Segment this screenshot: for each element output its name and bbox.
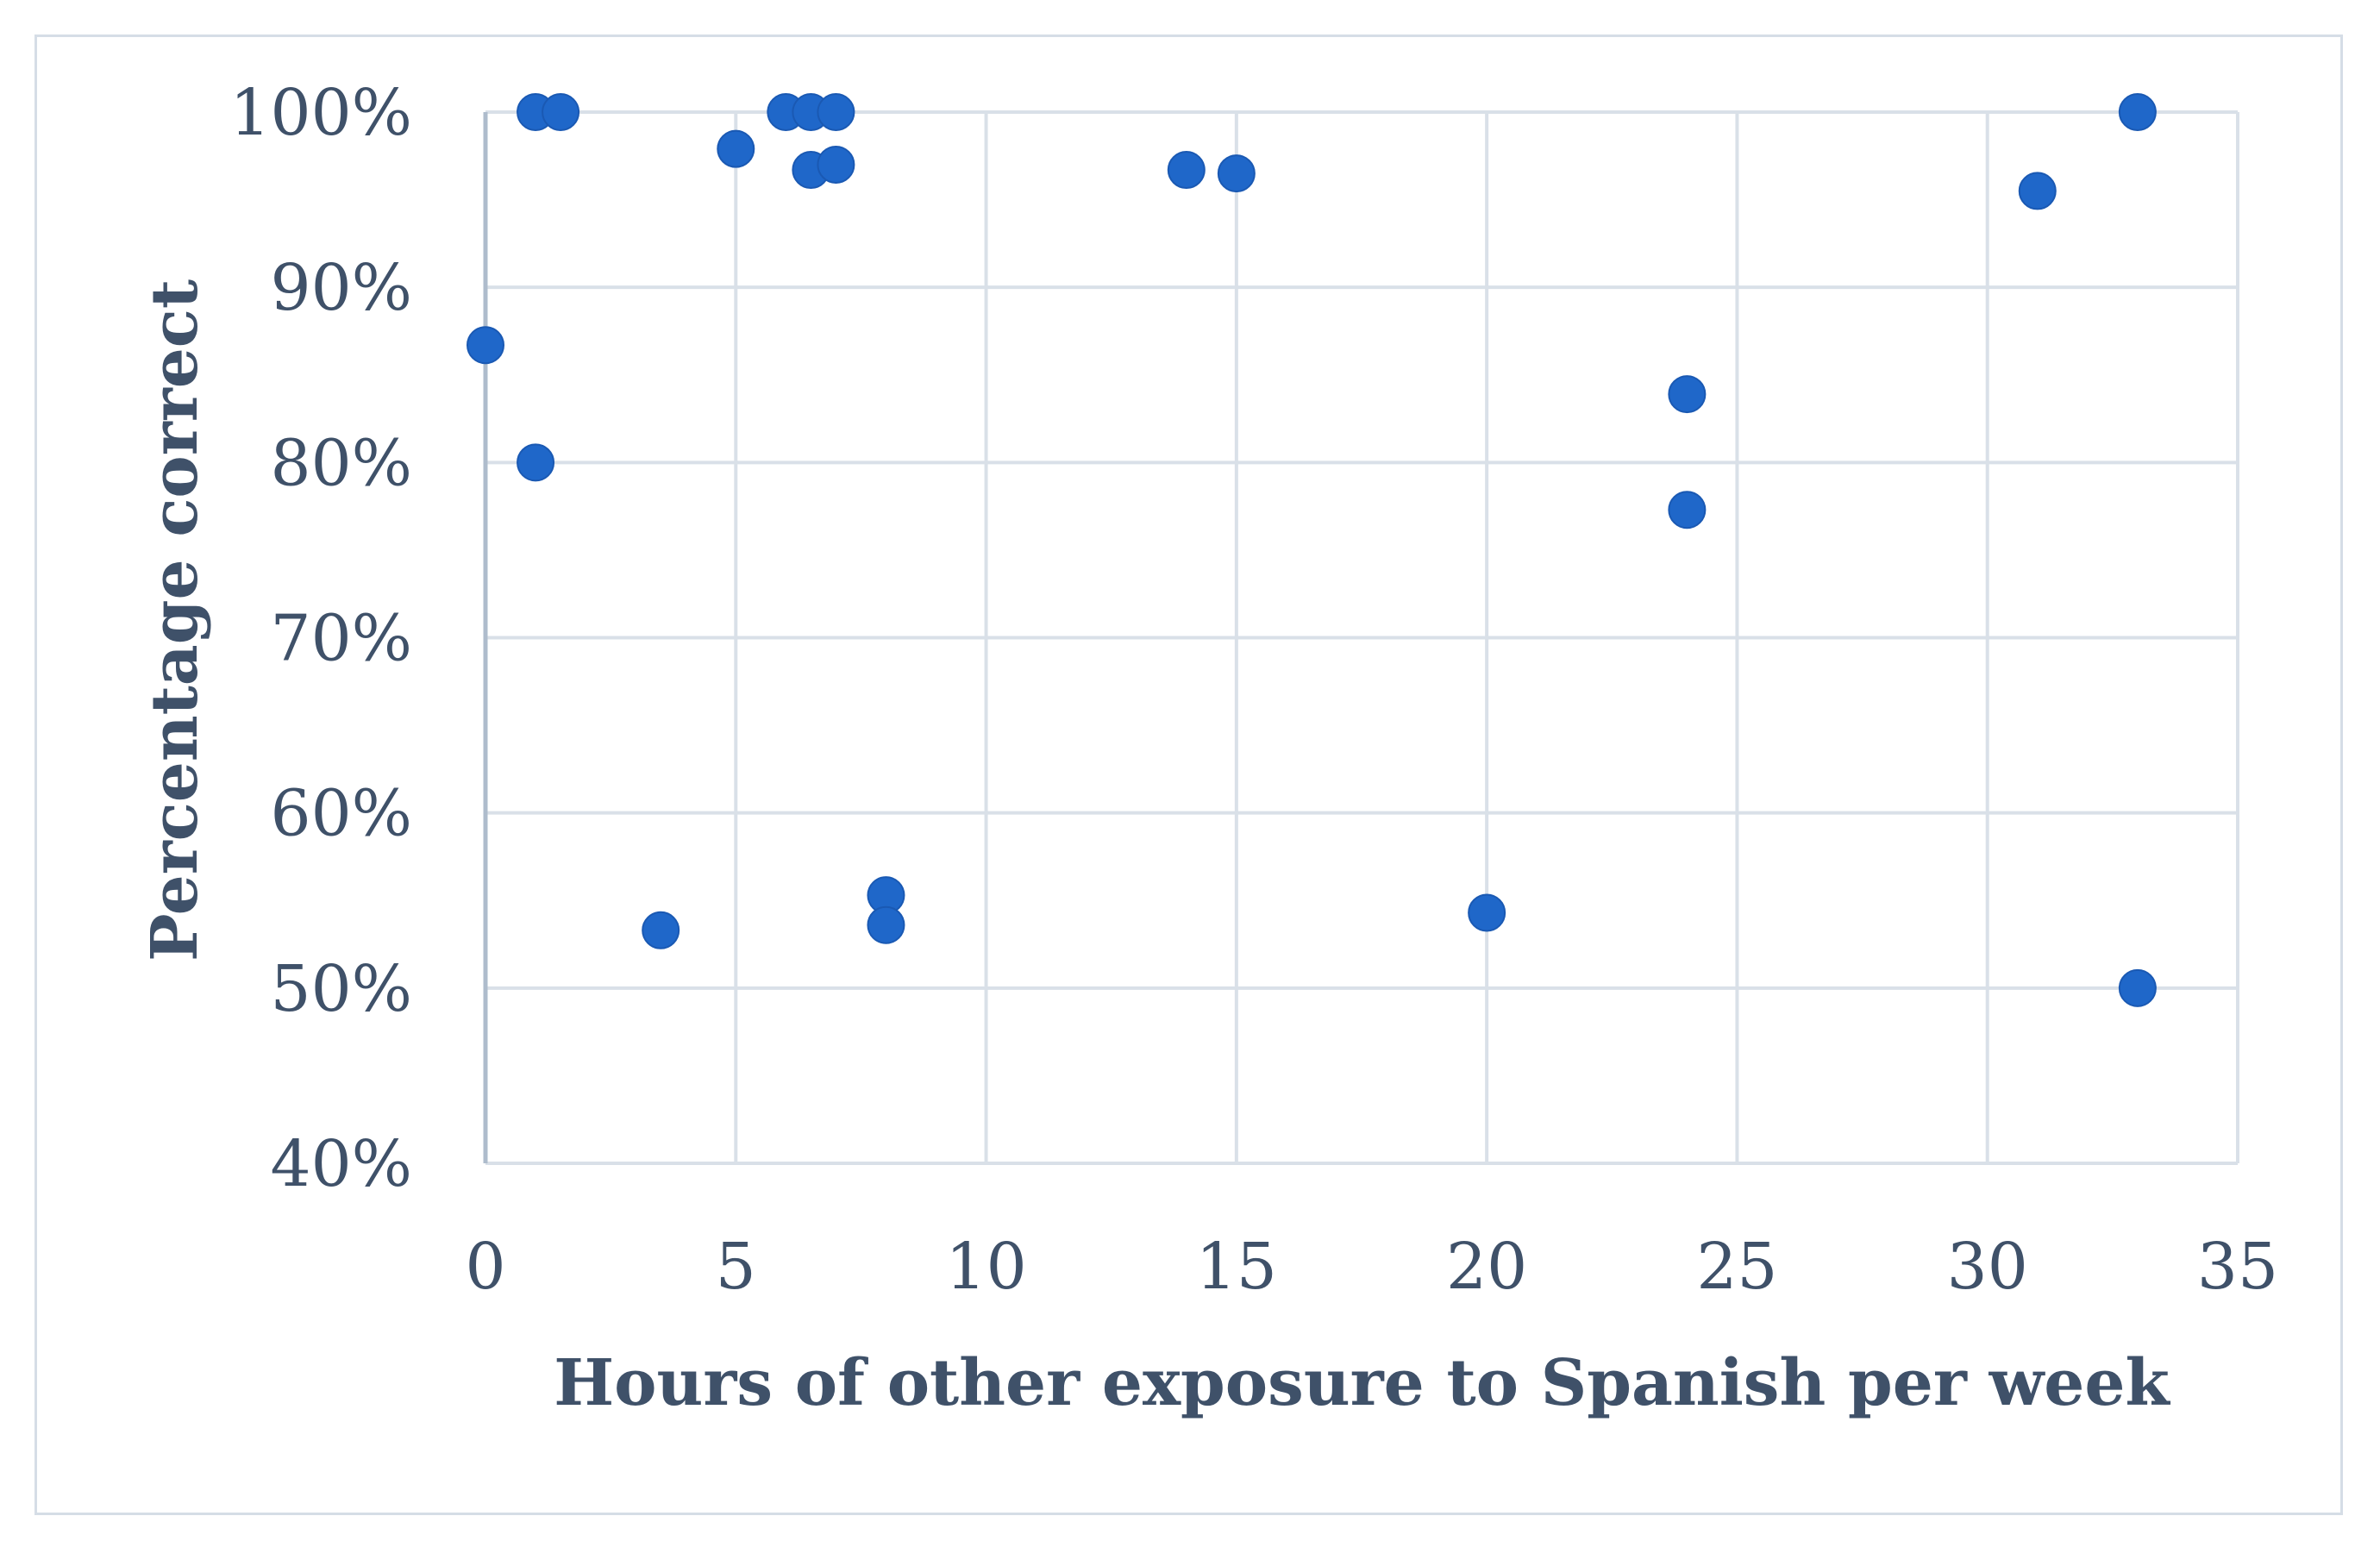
data-point [2118, 968, 2157, 1007]
x-tick-label: 0 [465, 1230, 505, 1304]
data-point [642, 911, 680, 949]
data-point [1668, 491, 1707, 529]
data-point [467, 326, 504, 365]
data-point [1468, 893, 1506, 932]
data-point [542, 93, 580, 131]
data-point [717, 129, 755, 168]
data-point [1217, 154, 1256, 193]
x-tick-label: 5 [716, 1230, 756, 1304]
data-point [817, 93, 855, 131]
x-tick-label: 20 [1446, 1230, 1527, 1304]
x-tick-label: 10 [945, 1230, 1026, 1304]
x-tick-label: 15 [1196, 1230, 1277, 1304]
x-tick-labels: 0 5 10 15 20 25 30 35 [465, 1230, 2278, 1304]
y-tick-label: 40% [271, 1127, 412, 1201]
data-points [467, 93, 2157, 1007]
y-tick-label: 50% [271, 952, 412, 1026]
data-point [2118, 93, 2157, 131]
data-point [1167, 151, 1206, 190]
y-axis-title: Percentage correct [138, 279, 212, 962]
y-tick-label: 100% [229, 76, 412, 150]
data-point [1668, 375, 1707, 414]
data-point [517, 443, 555, 482]
y-tick-label: 60% [271, 777, 412, 851]
y-tick-label: 90% [271, 251, 412, 325]
data-point [2018, 172, 2057, 210]
x-tick-label: 30 [1947, 1230, 2028, 1304]
x-tick-label: 35 [2197, 1230, 2278, 1304]
y-tick-label: 80% [271, 426, 412, 500]
x-axis-title: Hours of other exposure to Spanish per w… [554, 1346, 2170, 1420]
y-tick-label: 70% [271, 602, 412, 676]
x-tick-label: 25 [1696, 1230, 1777, 1304]
y-tick-labels: 40% 50% 60% 70% 80% 90% 100% [229, 76, 412, 1201]
data-point [867, 905, 905, 944]
grid-lines [485, 110, 2239, 1165]
data-point [817, 145, 855, 184]
chart-frame [34, 34, 2343, 1515]
